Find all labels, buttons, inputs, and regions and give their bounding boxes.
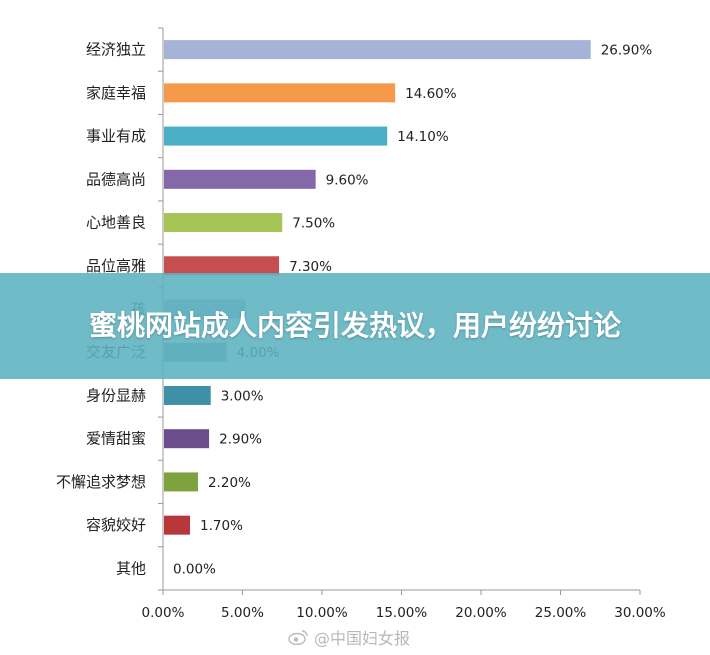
headline-text: 蜜桃网站成人内容引发热议，用户纷纷讨论: [88, 309, 621, 342]
bar: [164, 169, 316, 189]
x-tick-label: 15.00%: [376, 605, 428, 621]
data-label: 14.60%: [405, 86, 457, 102]
data-label: 7.30%: [289, 259, 332, 275]
category-label: 爱情甜蜜: [86, 430, 146, 448]
category-label: 其他: [116, 559, 146, 577]
bar: [164, 515, 191, 535]
bar: [164, 213, 283, 233]
bar: [164, 83, 396, 103]
x-tick-label: 10.00%: [296, 605, 348, 621]
category-label: 不懈追求梦想: [56, 473, 146, 491]
weibo-icon: [288, 630, 308, 645]
category-label: 容貌姣好: [86, 516, 146, 534]
bar: [164, 385, 211, 405]
data-label: 1.70%: [200, 518, 243, 534]
watermark: @中国妇女报: [288, 626, 410, 648]
category-label: 品德高尚: [86, 170, 146, 188]
bar: [164, 256, 280, 276]
x-tick-label: 5.00%: [221, 605, 264, 621]
x-tick-label: 25.00%: [535, 605, 587, 621]
x-tick-label: 30.00%: [614, 605, 666, 621]
category-label: 事业有成: [86, 127, 146, 145]
data-label: 2.90%: [219, 432, 262, 448]
bar: [164, 40, 591, 60]
bar: [164, 126, 388, 146]
x-tick-label: 20.00%: [455, 605, 507, 621]
category-label: 心地善良: [86, 214, 146, 232]
category-label: 家庭幸福: [86, 84, 146, 102]
headline-banner: 蜜桃网站成人内容引发热议，用户纷纷讨论: [0, 273, 710, 379]
data-label: 9.60%: [326, 172, 369, 188]
data-label: 0.00%: [173, 561, 216, 577]
data-label: 7.50%: [292, 216, 335, 232]
category-label: 品位高雅: [86, 257, 146, 275]
data-label: 14.10%: [397, 129, 449, 145]
category-label: 身份显赫: [86, 386, 146, 404]
bar: [164, 472, 198, 492]
watermark-text: @中国妇女报: [314, 629, 411, 648]
bar: [164, 429, 210, 449]
data-label: 3.00%: [221, 388, 264, 404]
data-label: 26.90%: [601, 43, 653, 59]
category-label: 经济独立: [86, 41, 146, 59]
data-label: 2.20%: [208, 475, 251, 491]
x-tick-label: 0.00%: [142, 605, 185, 621]
